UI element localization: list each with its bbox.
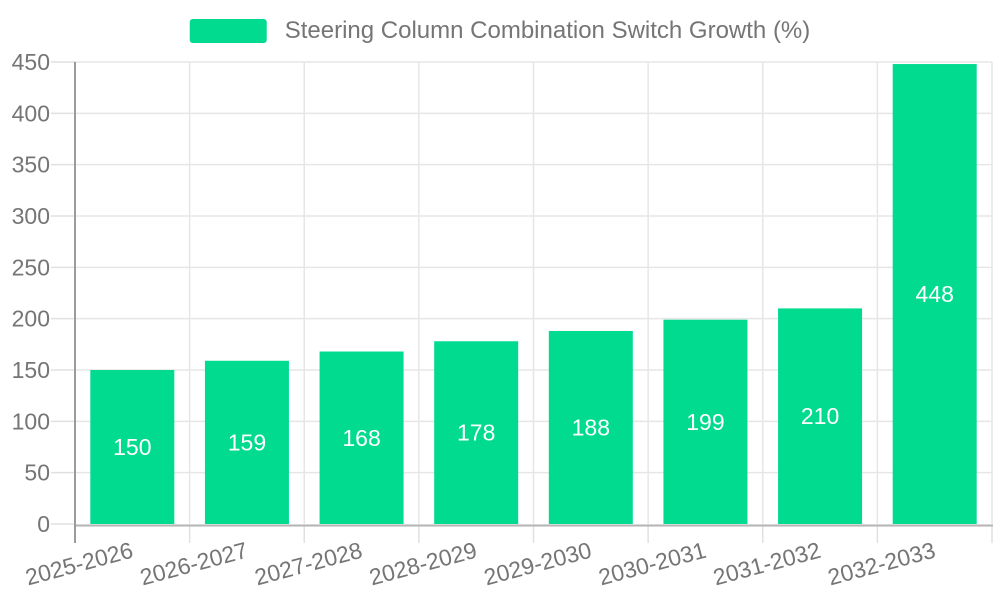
x-tick-label: 2025-2026 [23, 537, 136, 591]
bar-value-label: 210 [801, 403, 839, 429]
y-tick-label: 100 [12, 408, 50, 434]
legend-swatch [189, 19, 267, 44]
x-tick-label: 2029-2030 [481, 537, 594, 591]
x-tick-label: 2032-2033 [825, 537, 938, 591]
x-tick-label: 2028-2029 [367, 537, 480, 591]
bar-2027-2028[interactable] [319, 351, 404, 524]
y-tick-label: 200 [12, 306, 50, 332]
bar-2029-2030[interactable] [548, 330, 633, 524]
bar-2025-2026[interactable] [90, 370, 175, 524]
bar-value-label: 159 [228, 429, 266, 455]
bar-2032-2033[interactable] [892, 64, 977, 524]
bar-value-label: 448 [916, 281, 954, 307]
legend-label: Steering Column Combination Switch Growt… [284, 17, 811, 44]
x-tick-label: 2031-2032 [710, 537, 823, 591]
bar-2026-2027[interactable] [204, 360, 289, 524]
y-tick-label: 250 [12, 254, 50, 280]
y-tick-label: 350 [12, 152, 50, 178]
bar-2030-2031[interactable] [663, 319, 748, 524]
x-tick-label: 2026-2027 [137, 537, 250, 591]
x-tick-label: 2030-2031 [596, 537, 709, 591]
bar-2031-2032[interactable] [778, 308, 863, 524]
legend-item[interactable]: Steering Column Combination Switch Growt… [189, 17, 811, 46]
y-tick-label: 0 [37, 511, 50, 537]
y-tick-label: 400 [12, 100, 50, 126]
x-tick-label: 2027-2028 [252, 537, 365, 591]
y-tick-label: 150 [12, 357, 50, 383]
bar-value-label: 188 [572, 414, 610, 440]
y-tick-label: 50 [24, 460, 50, 486]
bar-value-label: 168 [342, 425, 380, 451]
bar-value-label: 150 [113, 434, 151, 460]
bar-value-label: 178 [457, 420, 495, 446]
y-tick-label: 300 [12, 203, 50, 229]
y-tick-label: 450 [12, 49, 50, 75]
bar-2028-2029[interactable] [434, 341, 519, 524]
bar-value-label: 199 [686, 409, 724, 435]
